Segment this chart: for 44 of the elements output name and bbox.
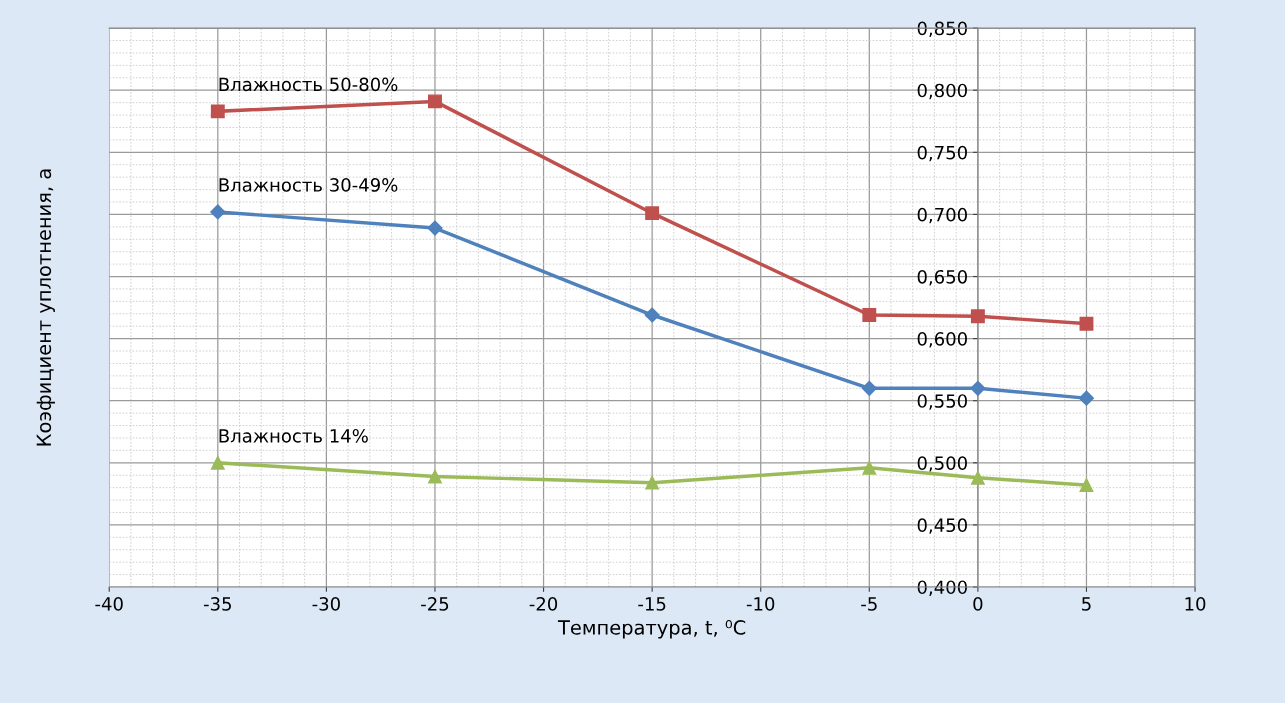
- point: [862, 308, 877, 322]
- point: [210, 104, 225, 119]
- point: [861, 380, 877, 396]
- x-tick-label: -10: [746, 597, 775, 611]
- y-tick-label: 0,850: [917, 21, 967, 38]
- point: [645, 206, 660, 221]
- point: [1078, 390, 1095, 406]
- point: [970, 309, 985, 324]
- point: [210, 204, 226, 220]
- point: [428, 469, 442, 484]
- point: [1079, 316, 1094, 331]
- point: [427, 220, 443, 236]
- y-tick-label: 0,500: [917, 456, 967, 472]
- x-tick-label: -5: [861, 597, 877, 611]
- y-tick-label: 0,600: [917, 332, 967, 348]
- x-tick-label: 10: [1185, 597, 1206, 611]
- y-tick-label: 0,650: [917, 269, 967, 286]
- y-tick-label: 0,750: [917, 145, 967, 162]
- y-tick-label: 0,800: [917, 83, 967, 100]
- point: [970, 470, 985, 485]
- x-tick-label: -15: [638, 597, 666, 611]
- point: [428, 94, 442, 109]
- x-tick-label: -25: [421, 597, 449, 611]
- point: [644, 307, 660, 323]
- point: [645, 475, 660, 490]
- point: [970, 380, 986, 396]
- y-tick-label: 0,400: [917, 580, 967, 596]
- y-axis-title: Коэфициент уплотнения, а: [36, 169, 55, 446]
- y-tick-label: 0,450: [917, 518, 967, 534]
- x-tick-label: 0: [973, 597, 983, 611]
- y-tick-label: 0,700: [917, 207, 967, 224]
- point: [1079, 478, 1094, 493]
- x-tick-label: -35: [203, 597, 231, 611]
- series-label: Влажность 50-80%: [219, 77, 398, 92]
- series-label: Влажность 30-49%: [219, 178, 398, 192]
- x-axis-title: Температура, t, ⁰C: [557, 620, 746, 639]
- point: [862, 460, 877, 475]
- y-tick-label: 0,550: [917, 394, 967, 410]
- x-tick-label: 5: [1082, 597, 1091, 611]
- x-tick-label: -20: [529, 597, 558, 611]
- x-tick-label: -40: [95, 597, 123, 611]
- series-label: Влажность 14%: [219, 428, 368, 443]
- point: [210, 455, 225, 470]
- x-tick-label: -30: [312, 597, 340, 611]
